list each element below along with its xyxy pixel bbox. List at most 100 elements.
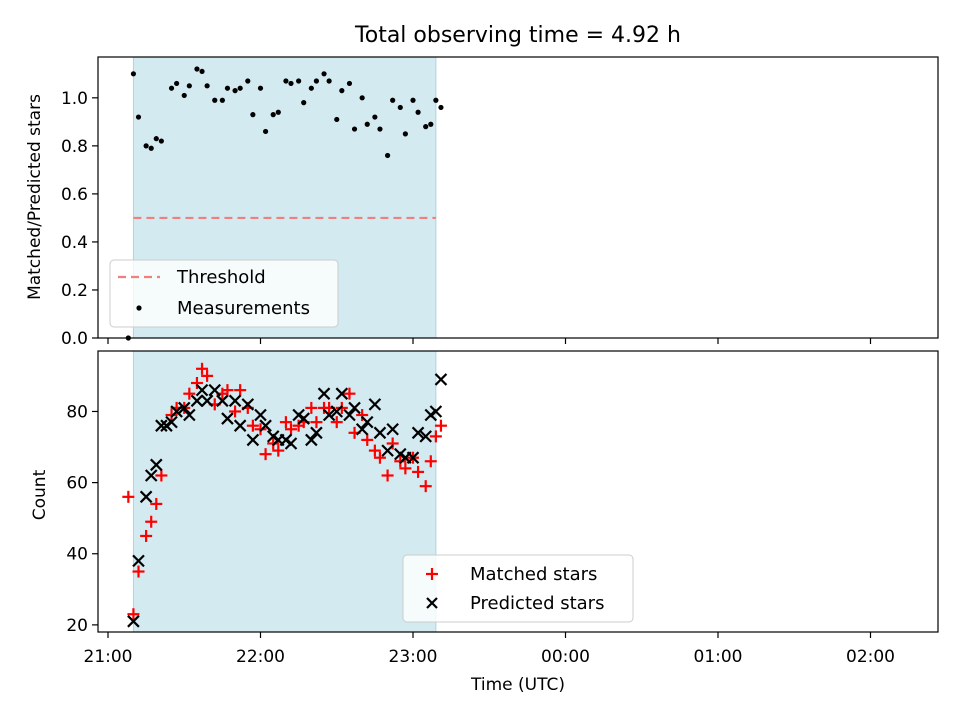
- measurement-point: [257, 85, 264, 91]
- x-tick-label: 02:00: [846, 647, 895, 667]
- y-tick-label: 0.4: [61, 233, 88, 253]
- predicted-star-point: [310, 426, 323, 440]
- matched-star-point: [310, 416, 323, 429]
- matched-star-point: [419, 480, 432, 493]
- measurement-point: [384, 152, 391, 159]
- measurement-point: [359, 95, 365, 101]
- measurement-point: [130, 71, 137, 77]
- matched-star-point: [373, 451, 386, 464]
- bottom-y-axis-label: Count: [30, 469, 50, 520]
- y-tick-label: 20: [66, 616, 88, 636]
- matched-star-point: [424, 455, 437, 468]
- measurement-point: [181, 92, 187, 99]
- matched-star-point: [196, 362, 209, 375]
- predicted-star-point: [330, 405, 344, 418]
- predicted-star-point: [139, 490, 153, 504]
- matched-star-point: [285, 423, 297, 436]
- predicted-star-point: [132, 554, 145, 568]
- matched-star-point: [246, 419, 259, 432]
- bottom-shaded-span: [133, 351, 436, 632]
- matched-star-point: [356, 409, 369, 422]
- x-tick-label: 00:00: [541, 647, 590, 667]
- bottom-legend: Matched stars Predicted stars: [402, 554, 634, 623]
- bottom-axes-frame: [97, 350, 939, 633]
- measurement-point: [364, 121, 370, 127]
- predicted-star-point: [208, 383, 222, 397]
- matched-star-point: [305, 401, 318, 414]
- measurement-point: [390, 97, 396, 103]
- measurement-point: [288, 80, 294, 87]
- measurement-point: [168, 85, 175, 91]
- measurement-point: [135, 114, 142, 120]
- predicted-star-point: [305, 433, 318, 447]
- measurement-point: [262, 128, 269, 135]
- y-tick-label: 0.8: [61, 137, 88, 157]
- measurement-point: [301, 100, 307, 106]
- matched-star-point: [127, 608, 140, 621]
- legend-measurements-swatch: [136, 305, 142, 311]
- matched-star-point: [259, 448, 272, 461]
- matched-star-point: [201, 369, 214, 382]
- measurement-point: [270, 112, 276, 118]
- measurement-point: [204, 83, 210, 89]
- matched-star-point: [183, 387, 196, 400]
- predicted-star-point: [177, 401, 191, 415]
- legend-matched-label: Matched stars: [470, 564, 597, 585]
- predicted-star-point: [233, 419, 247, 432]
- predicted-star-point: [241, 398, 255, 411]
- matched-star-point: [272, 444, 285, 457]
- y-tick-label: 1.0: [61, 89, 88, 109]
- predicted-star-point: [155, 419, 168, 432]
- matched-star-point: [330, 416, 343, 429]
- measurement-point: [186, 83, 192, 89]
- matched-star-point: [279, 416, 292, 429]
- matched-star-point: [343, 387, 356, 400]
- predicted-star-point: [221, 412, 234, 425]
- matched-star-point: [399, 462, 412, 475]
- predicted-star-point: [216, 394, 229, 408]
- top-y-axis-label: Matched/Predicted stars: [25, 94, 45, 300]
- bottom-legend-box: [402, 554, 634, 623]
- measurement-point: [158, 138, 164, 144]
- measurement-point: [143, 143, 149, 149]
- top-axes-frame: [97, 56, 939, 339]
- y-tick-label: 80: [66, 402, 88, 422]
- predicted-star-point: [200, 394, 214, 408]
- y-tick-label: 0.6: [61, 185, 88, 205]
- x-axis-label: Time (UTC): [470, 675, 565, 695]
- measurement-point: [153, 136, 159, 142]
- legend-threshold-label: Threshold: [176, 267, 266, 288]
- top-legend: Threshold Measurements: [109, 259, 339, 328]
- predicted-star-point: [355, 422, 369, 436]
- predicted-star-point: [190, 394, 204, 408]
- predicted-star-point: [434, 373, 448, 386]
- predicted-star-point: [343, 408, 356, 422]
- measurement-point: [346, 80, 353, 87]
- predicted-star-point: [284, 437, 298, 450]
- measurement-point: [232, 88, 238, 94]
- measurement-point: [339, 88, 345, 94]
- predicted-star-point: [348, 401, 361, 415]
- x-tick-label: 22:00: [236, 647, 285, 667]
- chart-title: Total observing time = 4.92 h: [354, 23, 681, 48]
- legend-matched-swatch: [426, 568, 438, 580]
- predicted-star-point: [150, 458, 163, 472]
- top-legend-box: [109, 259, 339, 328]
- x-tick-label: 01:00: [694, 647, 743, 667]
- measurement-point: [283, 78, 289, 84]
- measurement-point: [219, 97, 225, 103]
- y-tick-label: 0.2: [61, 281, 88, 301]
- predicted-star-point: [183, 408, 196, 422]
- predicted-star-point: [195, 383, 209, 397]
- matched-star-point: [155, 469, 168, 482]
- predicted-star-point: [165, 415, 178, 429]
- matched-star-point: [381, 469, 394, 482]
- measurement-point: [428, 121, 434, 127]
- measurement-point: [296, 78, 302, 84]
- predicted-star-point: [419, 430, 432, 443]
- measurement-point: [402, 131, 408, 137]
- predicted-star-point: [246, 433, 260, 447]
- predicted-star-point: [335, 387, 349, 400]
